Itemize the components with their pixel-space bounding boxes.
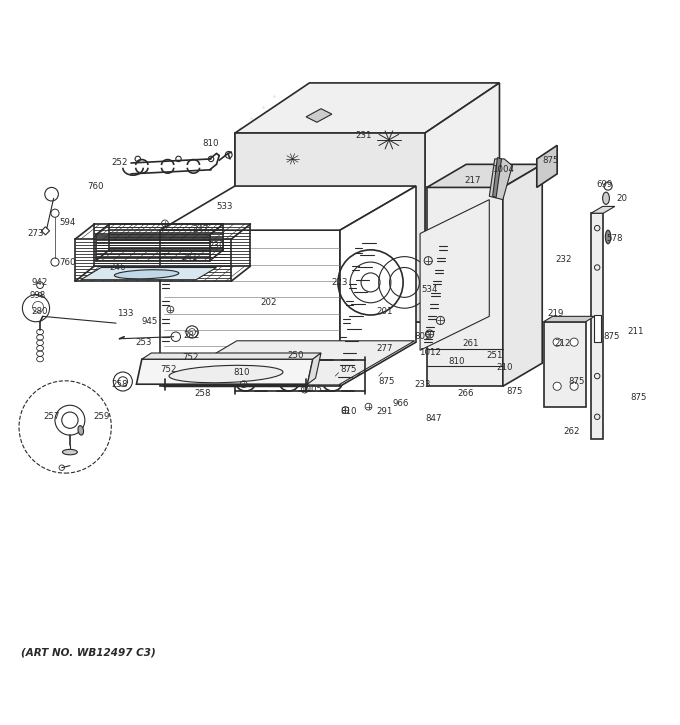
Text: 223: 223 [332, 278, 348, 287]
Polygon shape [537, 145, 557, 188]
Text: 251: 251 [486, 351, 503, 360]
Ellipse shape [114, 270, 179, 279]
Text: 217: 217 [464, 176, 481, 185]
Text: 1005: 1005 [301, 385, 322, 394]
Circle shape [570, 338, 578, 347]
Ellipse shape [169, 365, 283, 383]
Text: 810: 810 [233, 368, 250, 377]
Text: 133: 133 [117, 309, 133, 318]
Text: 211: 211 [627, 328, 643, 336]
Polygon shape [427, 188, 503, 386]
Text: 875: 875 [630, 393, 647, 402]
Polygon shape [137, 359, 313, 384]
Text: 760: 760 [59, 257, 75, 267]
Polygon shape [490, 159, 512, 199]
Text: 250: 250 [288, 351, 304, 360]
Text: 219: 219 [547, 309, 564, 318]
Polygon shape [160, 230, 340, 386]
Text: 847: 847 [426, 414, 442, 423]
Text: 291: 291 [376, 407, 392, 416]
Text: 942: 942 [32, 278, 48, 287]
Text: 810: 810 [340, 407, 356, 416]
Text: 210: 210 [496, 363, 513, 373]
Polygon shape [420, 199, 490, 350]
Text: 273: 273 [28, 229, 44, 238]
Polygon shape [142, 353, 321, 359]
Text: 201: 201 [376, 307, 392, 316]
Text: 875: 875 [603, 332, 619, 341]
Text: 20: 20 [616, 194, 627, 203]
Text: 875: 875 [542, 156, 558, 165]
Circle shape [553, 338, 561, 347]
Text: 809: 809 [415, 332, 431, 341]
Text: 230: 230 [208, 241, 225, 250]
Polygon shape [591, 207, 615, 213]
Text: 752: 752 [182, 352, 199, 362]
Text: 257: 257 [44, 413, 60, 421]
Text: 232: 232 [556, 255, 572, 264]
Text: 246: 246 [109, 263, 126, 272]
Text: 594: 594 [59, 218, 75, 227]
Polygon shape [235, 83, 500, 133]
Text: 578: 578 [607, 234, 623, 244]
Ellipse shape [602, 192, 609, 204]
Ellipse shape [63, 450, 78, 455]
Text: 258: 258 [112, 380, 128, 389]
Text: 875: 875 [507, 386, 524, 396]
Ellipse shape [605, 230, 611, 244]
Text: 810: 810 [203, 139, 220, 149]
Text: 966: 966 [393, 399, 409, 407]
Polygon shape [594, 315, 600, 342]
Polygon shape [427, 165, 542, 188]
Text: 277: 277 [376, 344, 392, 353]
Text: 280: 280 [32, 307, 48, 316]
Text: 247: 247 [192, 225, 209, 234]
Text: 1004: 1004 [492, 165, 514, 173]
Text: 202: 202 [260, 298, 277, 307]
Polygon shape [235, 133, 425, 322]
Text: 810: 810 [449, 357, 465, 365]
Circle shape [553, 382, 561, 390]
Polygon shape [307, 353, 321, 384]
Polygon shape [160, 186, 416, 230]
Text: 282: 282 [184, 331, 201, 340]
Text: 241: 241 [181, 253, 198, 262]
Text: 231: 231 [356, 130, 372, 140]
Polygon shape [591, 213, 603, 439]
Polygon shape [340, 186, 416, 386]
Text: 252: 252 [112, 158, 128, 167]
Text: 253: 253 [135, 338, 152, 347]
Polygon shape [503, 165, 542, 386]
Text: 699: 699 [596, 181, 613, 189]
Text: 212: 212 [554, 339, 571, 348]
Polygon shape [543, 316, 594, 322]
Circle shape [570, 382, 578, 390]
Text: 261: 261 [462, 339, 479, 348]
Text: 752: 752 [160, 365, 177, 374]
Polygon shape [81, 268, 216, 280]
Text: 259: 259 [93, 413, 109, 421]
Polygon shape [306, 109, 332, 123]
Text: 533: 533 [216, 202, 233, 211]
Polygon shape [441, 233, 468, 255]
Text: 760: 760 [88, 181, 104, 191]
Ellipse shape [78, 426, 84, 435]
Text: 266: 266 [457, 389, 474, 397]
Text: 875: 875 [340, 365, 356, 374]
Polygon shape [493, 157, 502, 198]
Text: 258: 258 [194, 389, 211, 397]
Text: 1012: 1012 [419, 348, 441, 357]
Text: 945: 945 [142, 318, 158, 326]
Text: 262: 262 [564, 427, 580, 436]
Polygon shape [163, 341, 415, 385]
Text: (ART NO. WB12497 C3): (ART NO. WB12497 C3) [21, 648, 156, 658]
Text: 534: 534 [422, 285, 438, 294]
Text: 875: 875 [378, 377, 394, 386]
Text: 233: 233 [415, 380, 431, 389]
Polygon shape [543, 322, 585, 407]
Text: 998: 998 [30, 291, 46, 300]
Polygon shape [235, 133, 425, 322]
Polygon shape [425, 83, 500, 322]
Text: 875: 875 [568, 377, 584, 386]
